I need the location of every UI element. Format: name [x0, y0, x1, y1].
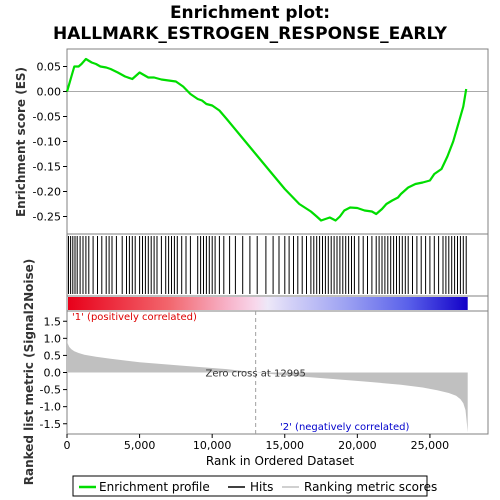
x-tick-label: 0	[64, 439, 71, 452]
positive-correlation-label: '1' (positively correlated)	[72, 312, 197, 323]
metric-tick-label: -1.0	[40, 401, 61, 414]
x-tick-label: 20,000	[338, 439, 377, 452]
metric-tick-label: 1.0	[44, 332, 62, 345]
es-panel	[66, 48, 489, 235]
hits-panel	[66, 233, 489, 297]
negative-correlation-label: '2' (negatively correlated)	[280, 422, 409, 433]
enrichment-profile-line	[65, 57, 468, 222]
x-tick-label: 15,000	[266, 439, 305, 452]
legend-box	[72, 475, 428, 497]
metric-tick-label: 0.0	[44, 367, 62, 380]
es-tick-label: -0.15	[33, 161, 61, 174]
x-tick-label: 10,000	[193, 439, 232, 452]
es-tick-label: -0.25	[33, 211, 61, 224]
chart-title-line2: HALLMARK_ESTROGEN_RESPONSE_EARLY	[53, 24, 448, 44]
es-axis-title: Enrichment score (ES)	[14, 67, 28, 217]
x-tick-label: 25,000	[411, 439, 450, 452]
legend-label-hits: Hits	[250, 480, 273, 494]
x-tick-label: 5,000	[124, 439, 156, 452]
metric-tick-label: 0.5	[44, 349, 62, 362]
correlation-color-bar	[68, 297, 468, 310]
metric-tick-label: -1.5	[40, 418, 61, 431]
legend-label-enrichment: Enrichment profile	[99, 480, 210, 494]
metric-tick-label: -0.5	[40, 384, 61, 397]
metric-axis-ticks: 1.5 1.0 0.5 0.0 -0.5 -1.0 -1.5	[40, 315, 67, 431]
es-tick-label: -0.10	[33, 136, 61, 149]
metric-axis-title: Ranked list metric (Signal2Noise)	[22, 259, 36, 486]
chart-title-line1: Enrichment plot:	[170, 3, 330, 23]
es-tick-label: -0.20	[33, 186, 61, 199]
legend: Enrichment profile Hits Ranking metric s…	[72, 475, 437, 497]
x-axis-ticks: 0 5,000 10,000 15,000 20,000 25,000	[64, 434, 450, 452]
es-tick-label: 0.00	[37, 86, 62, 99]
es-tick-label: -0.05	[33, 111, 61, 124]
zero-cross-label: Zero cross at 12995	[205, 369, 305, 380]
es-axis-ticks: 0.05 0.00 -0.05 -0.10 -0.15 -0.20 -0.25	[33, 61, 67, 224]
metric-tick-label: 1.5	[44, 315, 62, 328]
es-tick-label: 0.05	[37, 61, 62, 74]
hit-markers	[68, 236, 467, 294]
legend-label-metric: Ranking metric scores	[304, 480, 437, 494]
x-axis-title: Rank in Ordered Dataset	[206, 454, 354, 468]
